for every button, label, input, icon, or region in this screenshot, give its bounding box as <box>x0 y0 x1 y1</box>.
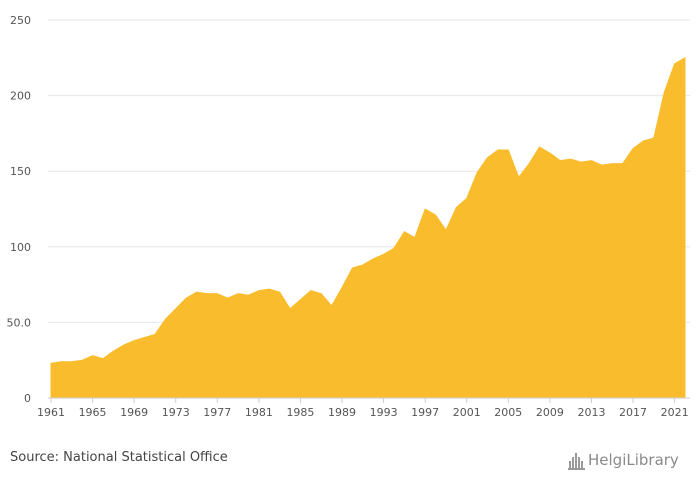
data-point <box>382 252 386 256</box>
data-point <box>195 290 199 294</box>
data-point <box>641 139 645 143</box>
x-tick-label: 2017 <box>619 406 647 419</box>
x-tick-label: 1989 <box>328 406 356 419</box>
data-point <box>662 91 666 95</box>
data-point <box>402 230 406 234</box>
data-point <box>631 147 635 151</box>
data-point <box>548 151 552 155</box>
data-point <box>496 148 500 152</box>
data-point <box>59 360 63 364</box>
library-building-icon <box>568 453 585 470</box>
data-point <box>506 148 510 152</box>
x-tick-label: 1981 <box>245 406 273 419</box>
data-point <box>423 207 427 211</box>
data-point <box>111 349 115 353</box>
data-point <box>319 292 323 296</box>
data-point <box>569 157 573 161</box>
data-point <box>91 354 95 358</box>
data-point <box>486 156 490 160</box>
x-tick-label: 1993 <box>370 406 398 419</box>
data-point <box>215 292 219 296</box>
data-point <box>122 343 126 347</box>
data-point <box>683 56 687 60</box>
axes: 0 50.0 100 150 200 250 1961 1965 1969 1973 1977 198… <box>7 14 690 419</box>
x-tick-label: 2021 <box>661 406 689 419</box>
data-point <box>153 332 157 336</box>
data-point <box>236 292 240 296</box>
data-point <box>80 358 84 362</box>
data-point <box>298 298 302 302</box>
x-tick-label: 1985 <box>286 406 314 419</box>
x-tick-label: 2013 <box>577 406 605 419</box>
data-point <box>226 296 230 300</box>
data-point <box>444 228 448 232</box>
y-tick-label: 50.0 <box>7 316 32 329</box>
data-point <box>49 361 53 365</box>
y-tick-label: 200 <box>10 90 31 103</box>
data-point <box>361 263 365 267</box>
data-point <box>434 213 438 217</box>
x-tick-label: 1965 <box>79 406 107 419</box>
area-series <box>49 56 687 399</box>
data-point <box>267 287 271 291</box>
data-point <box>610 162 614 166</box>
data-point <box>350 266 354 270</box>
x-tick-label: 2001 <box>453 406 481 419</box>
data-point <box>621 162 625 166</box>
data-point <box>163 317 167 321</box>
brand-name: HelgiLibrary <box>588 451 679 469</box>
data-point <box>558 159 562 163</box>
data-point <box>600 163 604 167</box>
data-point <box>143 336 147 340</box>
data-point <box>330 304 334 308</box>
y-tick-label: 150 <box>10 165 31 178</box>
source-note: Source: National Statistical Office <box>10 450 228 465</box>
data-point <box>278 290 282 294</box>
data-point <box>673 62 677 66</box>
y-tick-label: 100 <box>10 241 31 254</box>
data-point <box>465 196 469 200</box>
data-point <box>392 246 396 250</box>
data-point <box>413 236 417 240</box>
y-tick-label: 250 <box>10 14 31 27</box>
data-point <box>371 257 375 261</box>
data-point <box>537 145 541 149</box>
data-point <box>517 175 521 179</box>
data-point <box>579 160 583 164</box>
data-point <box>340 286 344 290</box>
y-tick-label: 0 <box>24 392 31 405</box>
data-point <box>70 360 74 364</box>
data-point <box>174 307 178 311</box>
data-point <box>257 289 261 293</box>
x-tick-label: 1973 <box>162 406 190 419</box>
data-point <box>288 307 292 311</box>
data-point <box>589 159 593 163</box>
helgilibrary-logo: HelgiLibrary <box>568 451 679 470</box>
x-tick-label: 1969 <box>120 406 148 419</box>
data-point <box>132 339 136 343</box>
data-point <box>309 289 313 293</box>
x-tick-label: 2005 <box>494 406 522 419</box>
data-point <box>454 205 458 209</box>
x-tick-label: 1997 <box>411 406 439 419</box>
x-tick-label: 1977 <box>203 406 231 419</box>
data-point <box>475 171 479 175</box>
x-tick-label: 1961 <box>37 406 65 419</box>
data-point <box>101 357 105 361</box>
area-fill <box>50 57 686 399</box>
data-point <box>205 292 209 296</box>
x-tick-label: 2009 <box>536 406 564 419</box>
data-point <box>652 136 656 140</box>
data-point <box>527 162 531 166</box>
data-point <box>184 296 188 300</box>
data-point <box>246 293 250 297</box>
